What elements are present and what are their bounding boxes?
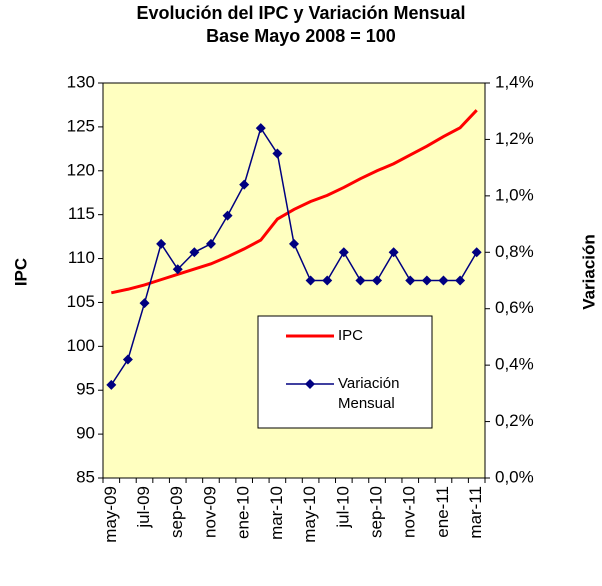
marker bbox=[222, 210, 233, 221]
y-tick-label: 85 bbox=[76, 467, 95, 486]
y2-tick-label: 0,0% bbox=[495, 467, 534, 486]
y-axis-label: IPC bbox=[11, 258, 30, 286]
y-tick-label: 120 bbox=[67, 160, 95, 179]
x-tick-label: sep-09 bbox=[167, 486, 186, 538]
marker bbox=[388, 247, 399, 258]
legend-label: IPC bbox=[338, 327, 364, 344]
x-tick-label: jul-10 bbox=[333, 486, 352, 529]
marker bbox=[355, 275, 366, 286]
y-tick-label: 130 bbox=[67, 72, 95, 91]
x-tick-label: mar-10 bbox=[267, 486, 286, 540]
x-tick-label: jul-09 bbox=[134, 486, 153, 529]
legend-label: Variación Mensual bbox=[338, 375, 400, 412]
y-tick-label: 95 bbox=[76, 380, 95, 399]
marker bbox=[272, 148, 283, 159]
marker bbox=[122, 354, 133, 365]
marker bbox=[471, 247, 482, 258]
marker bbox=[239, 179, 250, 190]
y2-tick-label: 1,2% bbox=[495, 129, 534, 148]
y-tick-label: 90 bbox=[76, 424, 95, 443]
marker bbox=[305, 275, 316, 286]
y-tick-label: 105 bbox=[67, 292, 95, 311]
legend-marker bbox=[305, 379, 315, 389]
marker bbox=[255, 123, 266, 134]
x-tick-label: may-09 bbox=[101, 486, 120, 543]
y-tick-label: 125 bbox=[67, 116, 95, 135]
x-tick-label: ene-11 bbox=[433, 486, 452, 538]
marker bbox=[172, 264, 183, 275]
y2-tick-label: 1,4% bbox=[495, 72, 534, 91]
y2-tick-label: 1,0% bbox=[495, 185, 534, 204]
y2-axis-label: Variación bbox=[579, 234, 598, 310]
marker bbox=[455, 275, 466, 286]
marker bbox=[106, 379, 117, 390]
x-tick-label: mar-11 bbox=[466, 486, 485, 539]
chart-subtitle: Base Mayo 2008 = 100 bbox=[206, 26, 396, 46]
marker bbox=[322, 275, 333, 286]
marker bbox=[338, 247, 349, 258]
y2-tick-label: 0,8% bbox=[495, 242, 534, 261]
x-tick-label: may-10 bbox=[300, 486, 319, 543]
y-tick-label: 100 bbox=[67, 336, 95, 355]
y-tick-label: 110 bbox=[68, 248, 95, 267]
marker bbox=[405, 275, 416, 286]
y2-tick-label: 0,2% bbox=[495, 411, 534, 430]
x-tick-label: nov-10 bbox=[400, 486, 419, 538]
y-tick-label: 115 bbox=[68, 204, 95, 223]
y2-tick-label: 0,4% bbox=[495, 355, 534, 374]
legend-label-box: IPC bbox=[338, 327, 364, 344]
x-tick-label: nov-09 bbox=[200, 486, 219, 538]
x-tick-label: sep-10 bbox=[367, 486, 386, 538]
marker bbox=[205, 238, 216, 249]
x-tick-label: ene-10 bbox=[234, 486, 253, 539]
marker bbox=[139, 298, 150, 309]
marker bbox=[438, 275, 449, 286]
marker bbox=[421, 275, 432, 286]
y2-tick-label: 0,6% bbox=[495, 298, 534, 317]
chart-title: Evolución del IPC y Variación Mensual bbox=[136, 3, 465, 23]
marker bbox=[289, 238, 299, 249]
marker bbox=[156, 238, 167, 249]
legend-label-box: Variación Mensual bbox=[338, 375, 400, 412]
marker bbox=[372, 275, 383, 286]
marker bbox=[189, 247, 200, 258]
series-line bbox=[110, 109, 478, 295]
